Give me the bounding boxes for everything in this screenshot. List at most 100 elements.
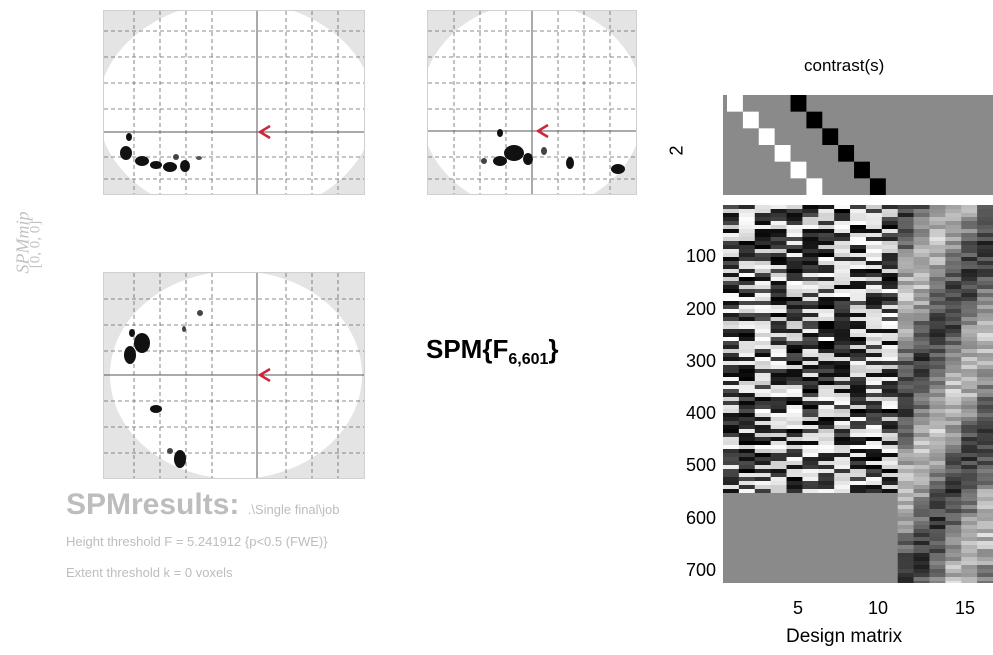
contrast-cell-positive: [758, 128, 775, 145]
design-strip: [738, 341, 756, 345]
design-strip: [802, 369, 819, 373]
design-strip: [754, 449, 771, 453]
design-strip: [850, 401, 867, 405]
design-strip: [977, 485, 993, 489]
design-strip: [754, 253, 771, 257]
design-strip: [738, 265, 756, 269]
design-strip: [786, 397, 803, 401]
design-strip: [754, 245, 771, 249]
design-strip: [770, 453, 787, 457]
design-strip: [897, 505, 914, 509]
design-strip: [913, 237, 930, 241]
design-strip: [770, 281, 787, 285]
design-strip: [961, 233, 978, 237]
design-strip: [723, 257, 740, 261]
design-strip: [850, 313, 867, 317]
design-strip: [897, 273, 914, 277]
design-strip: [929, 305, 946, 309]
extent-threshold: Extent threshold k = 0 voxels: [66, 565, 233, 580]
design-strip: [945, 341, 962, 345]
design-strip: [913, 509, 930, 513]
glass-brain-coronal[interactable]: [427, 10, 637, 195]
design-strip: [738, 225, 756, 229]
design-strip: [945, 305, 962, 309]
contrast-matrix[interactable]: [723, 95, 993, 195]
design-strip: [929, 473, 946, 477]
design-strip: [738, 361, 756, 365]
design-strip: [723, 397, 740, 401]
design-strip: [865, 453, 883, 457]
design-strip: [961, 209, 978, 213]
design-strip: [945, 581, 962, 583]
design-strip: [961, 353, 978, 357]
design-strip: [881, 397, 899, 401]
design-strip: [818, 441, 835, 445]
design-strip: [977, 317, 993, 321]
design-strip: [913, 421, 930, 425]
design-strip: [961, 441, 978, 445]
contrast-label: contrast(s): [804, 56, 885, 75]
design-strip: [802, 413, 819, 417]
design-strip: [945, 225, 962, 229]
design-strip: [945, 345, 962, 349]
design-strip: [929, 465, 946, 469]
design-strip: [977, 241, 993, 245]
design-strip: [929, 569, 946, 573]
design-strip: [834, 265, 851, 269]
design-strip: [802, 481, 819, 485]
design-strip: [723, 405, 740, 409]
design-strip: [770, 209, 787, 213]
design-strip: [977, 261, 993, 265]
design-strip: [850, 425, 867, 429]
design-strip: [865, 221, 883, 225]
design-strip: [754, 385, 771, 389]
design-strip: [723, 361, 740, 365]
design-strip: [977, 357, 993, 361]
design-strip: [834, 409, 851, 413]
design-strip: [913, 545, 930, 549]
design-strip: [834, 453, 851, 457]
design-strip: [865, 361, 883, 365]
design-strip: [786, 377, 803, 381]
design-strip: [850, 389, 867, 393]
design-strip: [802, 217, 819, 221]
design-strip: [786, 357, 803, 361]
design-strip: [913, 385, 930, 389]
design-strip: [865, 465, 883, 469]
glass-brain-transverse[interactable]: [103, 272, 365, 479]
design-strip: [786, 465, 803, 469]
design-strip: [897, 297, 914, 301]
design-strip: [786, 217, 803, 221]
design-strip: [977, 293, 993, 297]
design-strip: [945, 477, 962, 481]
design-strip: [961, 221, 978, 225]
design-strip: [786, 297, 803, 301]
design-strip: [929, 373, 946, 377]
design-strip: [850, 245, 867, 249]
glass-brain-sagittal[interactable]: [103, 10, 365, 195]
design-strip: [977, 529, 993, 533]
design-matrix[interactable]: [723, 205, 993, 583]
design-strip: [802, 269, 819, 273]
design-strip: [961, 533, 978, 537]
design-strip: [770, 401, 787, 405]
design-ytick: 500: [685, 455, 716, 475]
design-strip: [723, 385, 740, 389]
design-strip: [818, 221, 835, 225]
contrast-cell-negative: [838, 145, 855, 162]
mip-side-coordinates-text: [0, 0, 0]: [27, 220, 44, 269]
design-strip: [897, 365, 914, 369]
design-strip: [881, 377, 899, 381]
design-strip: [929, 365, 946, 369]
design-strip: [723, 393, 740, 397]
design-strip: [913, 369, 930, 373]
design-strip: [770, 381, 787, 385]
design-strip: [818, 357, 835, 361]
design-strip: [770, 353, 787, 357]
design-strip: [977, 365, 993, 369]
design-strip: [961, 365, 978, 369]
design-strip: [834, 293, 851, 297]
design-strip: [850, 281, 867, 285]
design-strip: [961, 237, 978, 241]
design-strip: [738, 393, 756, 397]
